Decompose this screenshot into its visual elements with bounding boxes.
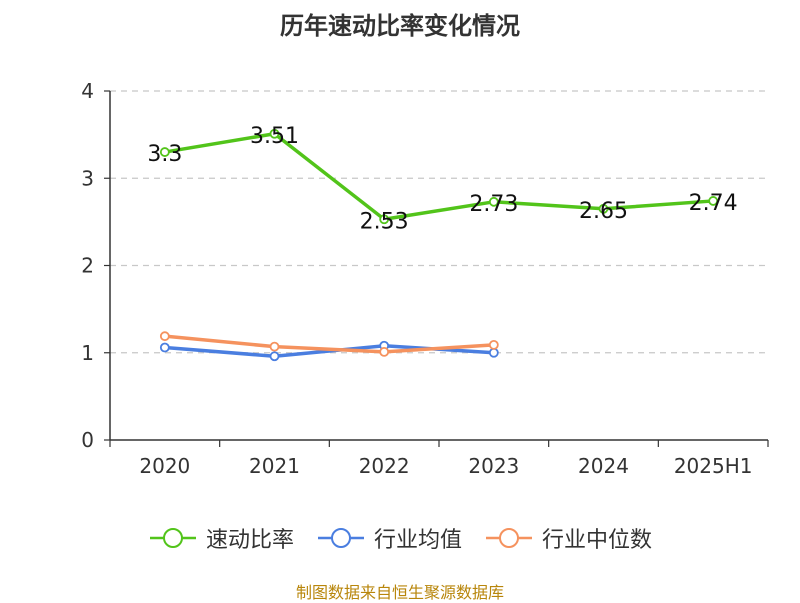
data-point [159,331,170,342]
x-tick-label: 2021 [249,454,300,478]
data-point [488,196,499,207]
x-tick-label: 2025H1 [674,454,753,478]
y-tick-label: 2 [81,254,94,278]
data-label: 2.73 [469,192,518,217]
data-point [488,347,499,358]
chart-title: 历年速动比率变化情况 [280,12,520,40]
x-tick-label: 2023 [468,454,519,478]
x-tick-label: 2020 [139,454,190,478]
legend-industry-mean-swatch-icon [317,528,364,548]
x-tick-label: 2022 [359,454,410,478]
data-point [159,342,170,353]
data-point [269,128,280,139]
data-point [379,214,390,225]
legend-item-industry-mean[interactable]: 行业均值 [316,522,462,554]
legend-label: 速动比率 [205,528,294,553]
chart-legend: 速动比率 行业均值 行业中位数 [0,522,800,554]
legend-item-quick-ratio[interactable]: 速动比率 [148,522,294,554]
series-line-0 [164,132,714,222]
data-point [379,346,390,357]
legend-industry-median-swatch-icon [486,528,532,548]
data-label: 3.51 [250,124,299,149]
data-point [269,341,280,352]
data-label: 2.53 [360,209,409,234]
data-point [159,147,170,157]
x-tick-label: 2024 [578,454,629,478]
y-tick-label: 3 [81,166,94,190]
data-point [598,203,609,214]
y-tick-label: 1 [81,341,94,365]
data-point [488,339,499,350]
legend-item-industry-median[interactable]: 行业中位数 [484,522,652,554]
data-point [269,351,280,362]
legend-quick-ratio-swatch-icon [149,528,196,548]
y-tick-label: 0 [81,428,94,452]
data-label: 3.3 [147,142,182,167]
data-label: 2.65 [579,199,628,224]
series-line-2 [164,334,494,354]
data-point [708,196,719,206]
data-label: 2.74 [689,191,738,216]
legend-label: 行业中位数 [542,528,653,553]
y-tick-label: 4 [81,79,94,103]
data-source-note: 制图数据来自恒生聚源数据库 [295,583,504,602]
legend-label: 行业均值 [373,528,462,553]
